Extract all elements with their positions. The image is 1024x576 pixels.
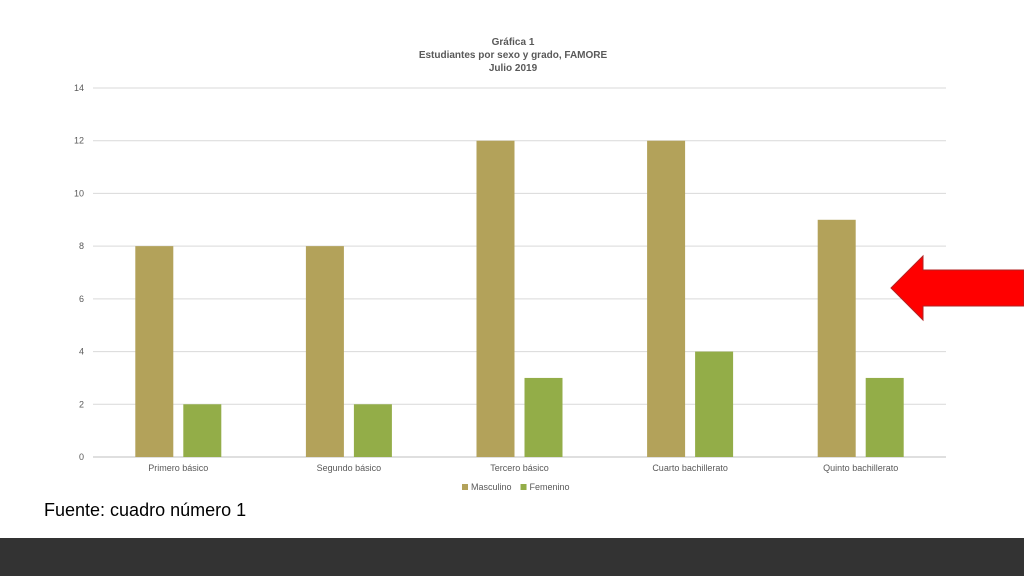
x-tick-label: Tercero básico (490, 463, 549, 473)
x-tick-label: Primero básico (148, 463, 208, 473)
y-tick-label: 2 (79, 399, 84, 409)
chart-title-line-3: Julio 2019 (489, 63, 538, 74)
legend-label-masculino: Masculino (471, 482, 512, 492)
legend-label-femenino: Femenino (530, 482, 570, 492)
bar-masculino-4 (817, 219, 856, 457)
bar-masculino-1 (305, 246, 344, 457)
bar-femenino-0 (183, 404, 222, 457)
y-tick-label: 4 (79, 347, 84, 357)
y-tick-label: 12 (74, 136, 84, 146)
y-tick-label: 0 (79, 452, 84, 462)
x-tick-label: Segundo básico (317, 463, 382, 473)
bar-masculino-0 (135, 246, 174, 457)
x-tick-label: Cuarto bachillerato (652, 463, 728, 473)
bar-masculino-2 (476, 140, 515, 457)
x-tick-label: Quinto bachillerato (823, 463, 898, 473)
y-axis-ticks: 0 2 4 6 8 10 12 14 (74, 83, 84, 462)
bar-femenino-4 (865, 377, 904, 457)
chart-title-line-2: Estudiantes por sexo y grado, FAMORE (419, 50, 608, 61)
bars (135, 140, 904, 457)
chart-title: Gráfica 1 Estudiantes por sexo y grado, … (419, 37, 608, 74)
y-tick-label: 14 (74, 83, 84, 93)
chart-title-line-1: Gráfica 1 (492, 37, 535, 48)
footer-bar (0, 538, 1024, 576)
source-note: Fuente: cuadro número 1 (44, 500, 247, 520)
bar-femenino-2 (524, 377, 563, 457)
gridlines (93, 87, 946, 458)
bar-femenino-3 (695, 351, 734, 457)
x-axis-ticks: Primero básico Segundo básico Tercero bási… (148, 463, 898, 473)
bar-femenino-1 (353, 404, 392, 457)
legend: Masculino Femenino (462, 482, 570, 492)
legend-swatch-masculino (462, 484, 468, 490)
legend-swatch-femenino (520, 484, 527, 490)
y-tick-label: 10 (74, 188, 84, 198)
bar-masculino-3 (647, 140, 686, 457)
arrow-annotation (890, 254, 1024, 322)
left-arrow-icon (890, 254, 1024, 322)
y-tick-label: 8 (79, 241, 84, 251)
y-tick-label: 6 (79, 294, 84, 304)
